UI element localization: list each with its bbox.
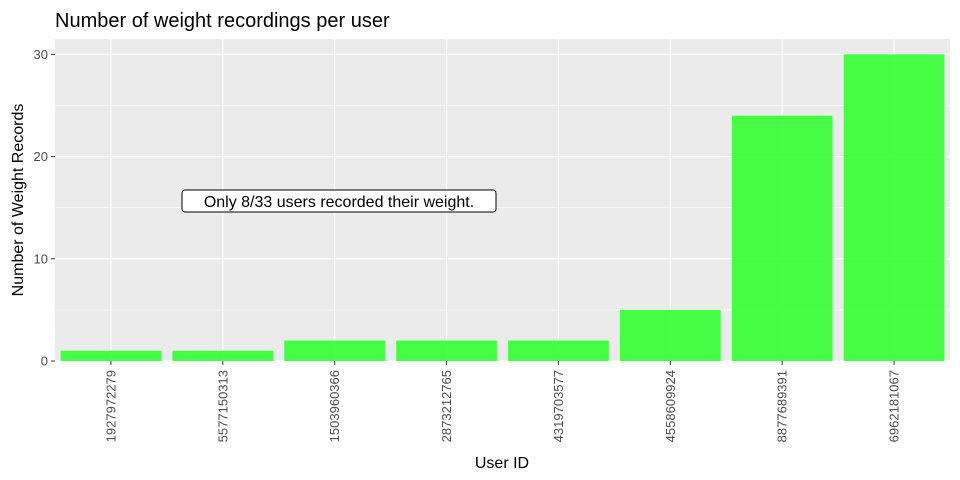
bars: [60, 54, 945, 362]
bar: [731, 115, 833, 362]
y-tick-label: 20: [34, 149, 48, 164]
bar: [60, 350, 162, 361]
x-axis: 1927972279 5577150313 1503960366 2873212765…: [103, 361, 902, 442]
annotation-text: Only 8/33 users recorded their weight.: [204, 194, 474, 211]
x-axis-title: User ID: [475, 455, 529, 472]
x-tick-label: 6962181067: [887, 370, 902, 442]
x-tick-label: 4319703577: [551, 370, 566, 442]
y-axis-title: Number of Weight Records: [10, 104, 27, 297]
x-tick-label: 4558609924: [663, 370, 678, 442]
y-tick-label: 0: [41, 354, 48, 369]
y-axis: 0 10 20 30: [34, 47, 55, 369]
bar: [619, 309, 721, 361]
y-tick-label: 30: [34, 47, 48, 62]
bar: [172, 350, 274, 361]
bar: [508, 340, 609, 361]
bar: [843, 54, 945, 361]
x-tick-label: 5577150313: [215, 370, 230, 442]
x-tick-label: 1503960366: [327, 370, 342, 442]
chart-title: Number of weight recordings per user: [55, 10, 390, 32]
y-tick-label: 10: [34, 251, 48, 266]
x-tick-label: 8877689391: [775, 370, 790, 442]
x-tick-label: 2873212765: [439, 370, 454, 442]
bar: [396, 340, 497, 361]
x-tick-label: 1927972279: [103, 370, 118, 442]
bar: [284, 340, 386, 361]
annotation-box: [181, 189, 497, 213]
annotation-label: Only 8/33 users recorded their weight.: [181, 189, 497, 213]
